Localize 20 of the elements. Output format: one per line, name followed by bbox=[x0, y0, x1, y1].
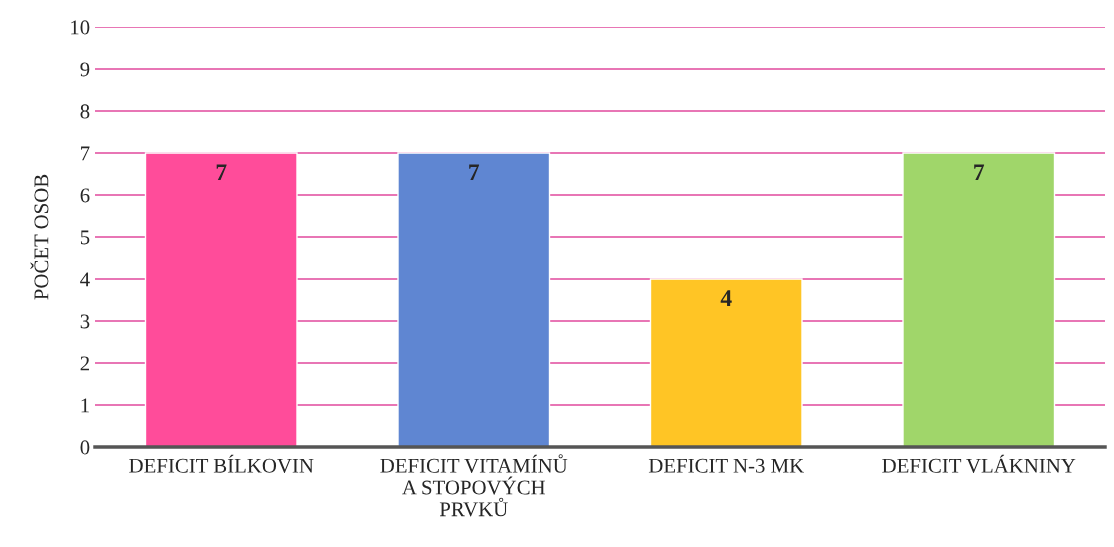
y-tick-label: 1 bbox=[81, 398, 89, 413]
y-tick-label: 10 bbox=[71, 20, 90, 35]
y-tick-label: 4 bbox=[80, 272, 90, 287]
x-tick-label: DEFICIT VLÁKNINY bbox=[882, 454, 1076, 473]
x-tick-label: DEFICIT N-3 MK bbox=[648, 458, 804, 473]
data-label: 7 bbox=[469, 164, 480, 180]
y-tick-label: 8 bbox=[80, 104, 90, 119]
y-axis-title: POČET OSOB bbox=[30, 174, 49, 300]
x-tick-label: DEFICIT BÍLKOVIN bbox=[129, 454, 314, 473]
y-tick-label: 3 bbox=[80, 314, 90, 329]
y-tick-label: 0 bbox=[80, 440, 90, 455]
data-label: 4 bbox=[720, 290, 732, 306]
y-tick-label: 2 bbox=[80, 356, 89, 371]
y-tick-label: 9 bbox=[80, 62, 90, 77]
y-tick-label: 7 bbox=[81, 146, 90, 161]
data-label: 7 bbox=[216, 164, 227, 180]
y-tick-label: 5 bbox=[80, 230, 90, 245]
data-label: 7 bbox=[974, 164, 985, 180]
x-tick-label: DEFICIT VITAMÍNŮ A STOPOVÝCH PRVKŮ bbox=[380, 454, 568, 517]
y-tick-label: 6 bbox=[80, 188, 90, 203]
